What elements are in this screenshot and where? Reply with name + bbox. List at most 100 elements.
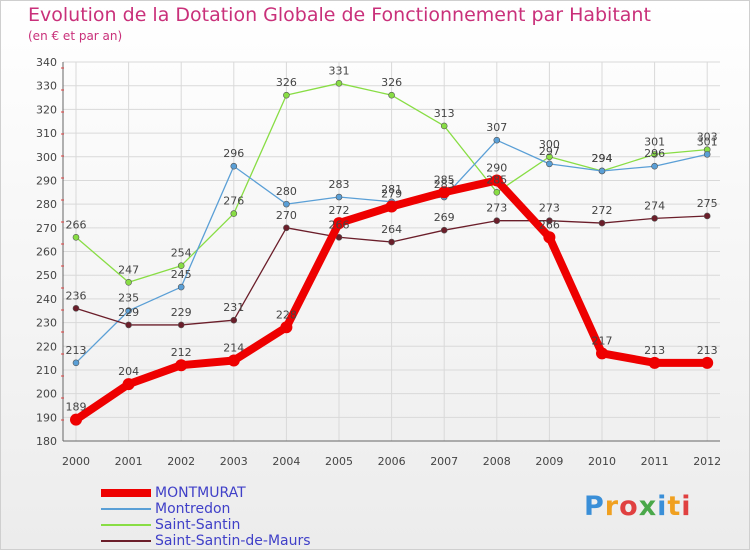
data-label-saint-santin-2007: 313	[434, 107, 455, 120]
data-label-saint-santin-de-maurs-2008: 273	[486, 202, 507, 215]
data-point-saint-santin-2006	[388, 91, 395, 99]
y-tick-label-210: 210	[36, 364, 57, 377]
x-tick-label-2011: 2011	[641, 455, 669, 468]
legend-label-saint-santin-de-maurs: Saint-Santin-de-Maurs	[155, 533, 311, 549]
data-point-montredon-2010	[598, 167, 606, 175]
data-point-saint-santin-2004	[283, 91, 290, 99]
y-tick-label-340: 340	[36, 56, 57, 69]
data-label-saint-santin-2001: 247	[118, 263, 139, 276]
data-label-montmurat-2008: 290	[486, 161, 507, 174]
logo-letter: x	[638, 491, 658, 522]
data-point-montredon-2003	[230, 162, 238, 170]
grid	[63, 61, 720, 442]
chart-subtitle: (en € et par an)	[28, 29, 123, 43]
data-label-saint-santin-2005: 331	[329, 64, 350, 77]
data-label-montredon-2005: 283	[329, 178, 350, 191]
y-tick-label-290: 290	[36, 174, 57, 187]
data-point-saint-santin-de-maurs-2004	[283, 224, 290, 232]
data-label-saint-santin-de-maurs-2009: 273	[539, 202, 560, 215]
data-label-montmurat-2000: 189	[66, 401, 87, 414]
x-tick-label-2006: 2006	[378, 455, 406, 468]
data-point-saint-santin-de-maurs-2003	[230, 316, 238, 324]
data-point-saint-santin-2009	[546, 153, 553, 161]
legend-label-montmurat: MONTMURAT	[155, 485, 246, 501]
y-tick-label-280: 280	[36, 198, 57, 211]
y-tick-label-310: 310	[36, 127, 57, 140]
legend-swatch-saint-santin-de-maurs	[101, 540, 151, 542]
data-label-montredon-2003: 296	[223, 147, 244, 160]
data-label-montmurat-2004: 228	[276, 308, 297, 321]
y-tick-label-200: 200	[36, 388, 57, 401]
data-label-montredon-2000: 213	[66, 344, 87, 357]
data-label-saint-santin-2011: 301	[644, 135, 665, 148]
x-tick-label-2000: 2000	[62, 455, 90, 468]
x-tick-label-2009: 2009	[535, 455, 563, 468]
data-label-saint-santin-de-maurs-2007: 269	[434, 211, 455, 224]
logo-letter: r	[604, 491, 620, 522]
legend-label-montredon: Montredon	[155, 501, 231, 517]
data-point-montredon-2011	[651, 162, 658, 170]
data-label-saint-santin-de-maurs-2003: 231	[223, 301, 244, 314]
x-tick-label-2002: 2002	[167, 455, 195, 468]
data-point-montmurat-2012	[701, 356, 714, 369]
y-tick-label-180: 180	[36, 435, 57, 448]
logo-letter: i	[657, 491, 668, 522]
data-label-saint-santin-de-maurs-2010: 272	[592, 204, 613, 217]
data-point-saint-santin-de-maurs-2010	[598, 219, 606, 227]
data-point-saint-santin-2011	[651, 151, 658, 158]
data-label-montmurat-2007: 285	[434, 173, 455, 186]
data-label-montredon-2012: 301	[697, 135, 718, 148]
data-label-saint-santin-2008: 285	[486, 173, 507, 186]
data-point-saint-santin-de-maurs-2011	[651, 215, 658, 222]
data-point-saint-santin-de-maurs-2008	[493, 217, 501, 225]
x-tick-label-2012: 2012	[693, 455, 721, 468]
data-label-saint-santin-de-maurs-2012: 275	[697, 197, 718, 210]
data-label-montmurat-2010: 217	[592, 334, 613, 347]
data-point-saint-santin-de-maurs-2002	[177, 321, 185, 329]
data-point-montredon-2004	[283, 200, 290, 208]
data-point-montmurat-2006	[385, 200, 398, 213]
data-point-saint-santin-de-maurs-2007	[440, 226, 448, 234]
x-tick-label-2005: 2005	[325, 455, 353, 468]
x-tick-label-2001: 2001	[115, 455, 143, 468]
data-label-montredon-2011: 296	[644, 147, 665, 160]
data-label-saint-santin-de-maurs-2011: 274	[644, 199, 665, 212]
data-point-saint-santin-de-maurs-2000	[72, 305, 80, 312]
data-point-montmurat-2005	[333, 217, 345, 230]
data-point-montmurat-2008	[490, 174, 503, 187]
data-point-saint-santin-2005	[335, 80, 343, 87]
data-label-saint-santin-2004: 326	[276, 76, 297, 89]
logo-letter: i	[681, 491, 692, 522]
data-point-montmurat-2010	[596, 347, 608, 360]
data-label-saint-santin-de-maurs-2002: 229	[171, 306, 192, 319]
data-point-montmurat-2003	[227, 354, 240, 367]
data-label-montmurat-2011: 213	[644, 344, 665, 357]
data-label-montredon-2008: 307	[486, 121, 507, 134]
x-tick-label-2003: 2003	[220, 455, 248, 468]
x-tick-label-2004: 2004	[272, 455, 300, 468]
proxiti-logo: Proxiti	[584, 491, 692, 522]
x-tick-label-2010: 2010	[588, 455, 616, 468]
data-point-saint-santin-2002	[177, 262, 185, 270]
data-point-montredon-2012	[703, 151, 711, 158]
data-point-montmurat-2007	[438, 186, 451, 199]
data-label-saint-santin-2000: 266	[66, 218, 87, 231]
legend-label-saint-santin: Saint-Santin	[155, 517, 241, 533]
data-label-montredon-2002: 245	[171, 268, 192, 281]
y-tick-label-260: 260	[36, 246, 57, 259]
data-label-montredon-2007: 283	[434, 178, 455, 191]
series	[70, 80, 714, 426]
legend-swatch-montmurat	[101, 489, 151, 497]
data-point-saint-santin-de-maurs-2009	[546, 217, 553, 225]
data-point-saint-santin-2007	[440, 122, 448, 130]
data-point-montredon-2008	[493, 136, 501, 144]
data-label-montmurat-2002: 212	[171, 346, 192, 359]
data-point-montredon-2002	[177, 283, 185, 291]
data-label-montmurat-2009: 266	[539, 218, 560, 231]
legend-swatch-montredon	[101, 508, 151, 510]
data-label-montredon-2001: 235	[118, 292, 139, 305]
data-point-montredon-2009	[546, 160, 553, 168]
